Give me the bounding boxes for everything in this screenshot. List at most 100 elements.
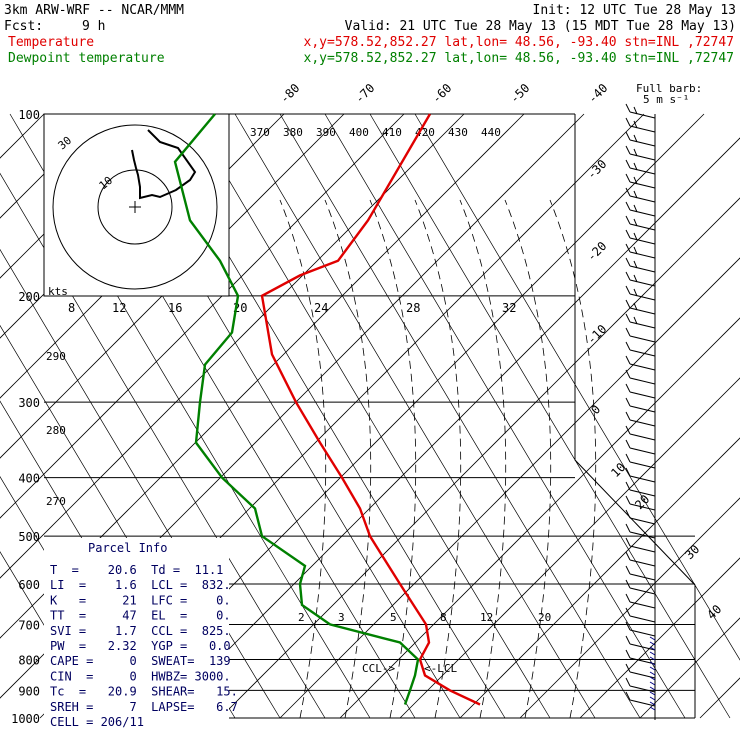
isotherm-right-label: -30 [584,157,609,182]
pressure-tick-label: 900 [18,684,40,698]
wind-barb [625,131,656,147]
mixing-ratio-line [459,199,507,719]
wind-barb [625,383,656,399]
ccl-marker: CCL-> [362,662,395,675]
isotherm-line [0,113,345,459]
parcel-info-title: Parcel Info [88,541,167,555]
wind-barb [625,467,656,483]
mixing-ratio-line [279,199,327,719]
hodograph-origin [129,201,141,213]
pressure-tick-label: 200 [18,290,40,304]
surface-wind-barb [649,636,656,641]
isotherm-top-label: -40 [585,81,610,106]
pressure-tick-label: 100 [18,108,40,122]
wind-barb [625,691,656,707]
wind-legend-unit: 5 m s⁻¹ [643,93,689,106]
wind-barb [625,159,656,175]
wind-barb [625,243,656,259]
mixing-ratio-line [504,199,552,719]
wind-barb [625,327,656,343]
mixing-ratio-label: 12 [112,301,126,315]
parcel-info-row: SVI = 1.7 CCL = 825. [50,624,231,638]
wind-barb [625,103,656,119]
pressure-tick-label: 300 [18,396,40,410]
surface-wind-barb [649,691,656,696]
left-theta-label: 290 [46,350,66,363]
isotherm-right-label: 30 [682,542,702,562]
isotherm-top-label: -80 [277,81,302,106]
pressure-tick-label: 500 [18,530,40,544]
surface-wind-barb [649,646,656,651]
wind-barb [625,299,656,315]
dry-adiabat-line [369,113,731,719]
isotherm-line [519,497,740,719]
parcel-info-row: LI = 1.6 LCL = 832. [50,578,231,592]
mixing-ratio-label: 28 [406,301,420,315]
wind-barb [625,495,656,511]
wind-legend-title: Full barb: [636,82,702,95]
parcel-info-row: SREH = 7 LAPSE= 6.7 [50,700,238,714]
wind-barb [625,411,656,427]
temperature-profile-line [260,113,481,706]
wind-barb [625,677,656,693]
theta-label: 440 [481,126,501,139]
surface-wind-barb [649,641,656,646]
isotherm-line [219,197,740,719]
wind-barb [625,201,656,217]
theta-label: 390 [316,126,336,139]
wind-barb [625,523,656,539]
parcel-info-row: Tc = 20.9 SHEAR= 15. [50,685,238,699]
wind-barb [625,509,656,525]
surface-wind-barb [649,696,656,701]
isotherm-right-label: -10 [584,322,609,347]
dry-adiabat-line [189,113,551,719]
wind-barb [625,565,656,581]
parcel-info-row: T = 20.6 Td = 11.1 [50,563,223,577]
wind-barb [625,187,656,203]
hodograph-ring-outer [52,124,218,290]
surface-wind-barb [649,656,656,661]
theta-label: 430 [448,126,468,139]
parcel-info-row: K = 21 LFC = 0. [50,593,231,607]
wind-barb [625,313,656,329]
temperature-legend-label: Temperature [8,35,94,50]
surface-wind-barb [649,671,656,676]
hodograph-frame [43,113,230,297]
mixing-ratio-label: 24 [314,301,328,315]
wind-barb [625,173,656,189]
isotherm-right-label: -20 [584,239,609,264]
isotherm-top-label: -60 [429,81,454,106]
dry-adiabat-line [0,172,326,719]
parcel-info-background [44,538,229,730]
left-theta-label: 280 [46,424,66,437]
wind-barb [625,271,656,287]
wind-barb [625,341,656,357]
pressure-tick-label: 700 [18,618,40,632]
valid-time: Valid: 21 UTC Tue 28 May 13 (15 MDT Tue … [345,19,736,34]
theta-label: 380 [283,126,303,139]
theta-label: 410 [382,126,402,139]
wind-barb [625,663,656,679]
wind-barb [625,579,656,595]
wind-barb [625,355,656,371]
surface-wind-barb [649,651,656,656]
lower-mixing-ratio-label: 3 [338,611,345,624]
dry-adiabat-line [324,113,686,719]
dewpoint-profile-line [173,113,420,705]
wind-barb [625,439,656,455]
dewpoint-location-info: x,y=578.52,852.27 lat,lon= 48.56, -93.40… [304,51,734,66]
dry-adiabat-line [414,113,740,661]
init-time: Init: 12 UTC Tue 28 May 13 [533,3,737,18]
isotherm-line [0,113,105,219]
mixing-ratio-label: 32 [502,301,516,315]
left-theta-label: 270 [46,495,66,508]
hodograph-ring-inner [97,169,173,245]
wind-barb [625,481,656,497]
pressure-tick-label: 800 [18,653,40,667]
wind-barb [625,397,656,413]
isotherm-top-label: -70 [352,81,377,106]
isotherm-top-label: -50 [507,81,532,106]
mixing-ratio-line [324,199,372,719]
surface-wind-barb [649,681,656,686]
